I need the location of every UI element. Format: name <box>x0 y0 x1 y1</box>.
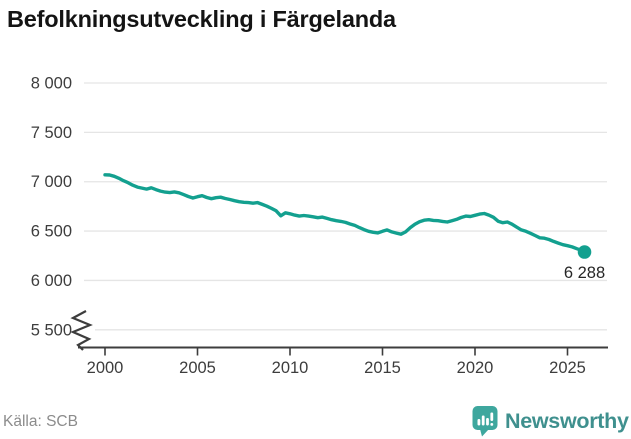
y-tick-label: 6 500 <box>31 223 72 241</box>
y-tick-label: 7 000 <box>31 173 72 191</box>
page-title: Befolkningsutveckling i Färgelanda <box>7 6 396 32</box>
y-tick-label: 6 000 <box>31 272 72 290</box>
y-tick-label: 5 500 <box>31 321 72 339</box>
y-tick-label: 7 500 <box>31 124 72 142</box>
x-tick-label: 2010 <box>272 359 309 377</box>
end-point-dot <box>577 245 592 259</box>
population-line-chart: 8 000 7 500 7 000 6 500 6 000 5 500 2000 2005 20… <box>0 60 631 390</box>
end-value-label: 6 288 <box>564 264 605 282</box>
x-tick-label: 2005 <box>179 359 216 377</box>
newsworthy-bubble-chart-icon <box>472 406 498 437</box>
y-tick-label: 8 000 <box>31 75 72 93</box>
x-tick-label: 2000 <box>87 359 124 377</box>
x-tick-label: 2015 <box>364 359 401 377</box>
source-credit: Källa: SCB <box>3 413 78 430</box>
newsworthy-logo[interactable]: Newsworthy <box>471 404 629 438</box>
newsworthy-wordmark: Newsworthy <box>505 408 629 433</box>
x-tick-label: 2020 <box>457 359 494 377</box>
population-line <box>103 173 587 254</box>
chart-canvas: 8 000 7 500 7 000 6 500 6 000 5 500 2000 2005 20… <box>31 75 608 377</box>
axis-break-icon <box>70 310 93 351</box>
x-tick-label: 2025 <box>549 359 586 377</box>
